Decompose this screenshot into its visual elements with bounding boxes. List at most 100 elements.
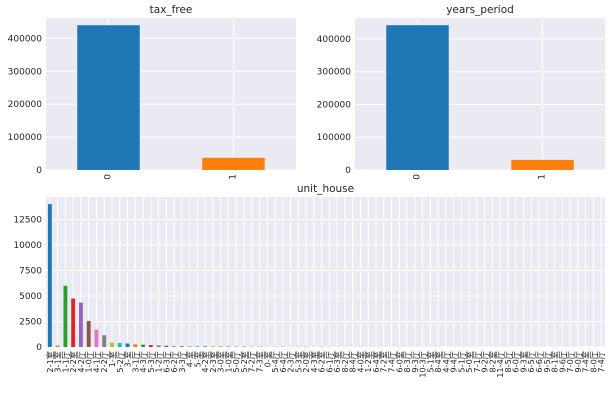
unit-house-x-tick-label: 5-0室	[464, 351, 474, 373]
unit-house-x-tick-label: 5-2室	[239, 351, 249, 373]
unit-house-x-tick-label: 10-3厅	[418, 351, 428, 378]
years-period-x-tick-label: 1	[538, 174, 548, 180]
unit-house-x-tick-label: 5-1厅	[456, 351, 466, 373]
tax-free-y-tick-label: 200000	[8, 100, 43, 110]
unit-house-x-tick-label: 9-3厅	[410, 351, 420, 373]
tax-free-y-tick-label: 400000	[8, 34, 43, 44]
unit-house-x-tick-label: 7-1厅	[472, 351, 482, 373]
unit-house-y-tick-label: 2500	[19, 317, 42, 327]
unit-house-x-tick-label: 1-2室	[363, 351, 373, 373]
unit-house-bar	[156, 345, 161, 347]
unit-house-x-tick-label: 5-3室	[293, 351, 303, 373]
tax-free-x-tick-label: 1	[229, 174, 239, 180]
years-period-title: years_period	[446, 4, 514, 16]
unit-house-x-tick-label: 6-4厅	[278, 351, 288, 373]
unit-house-x-tick-label: 9-3室	[518, 351, 528, 373]
unit-house-plot-area	[46, 197, 605, 347]
unit-house-x-tick-label: 2-3室	[208, 351, 218, 373]
unit-house-x-tick-label: 0-室	[262, 351, 272, 367]
unit-house-x-tick-label: 2-2厅	[99, 351, 109, 373]
unit-house-x-tick-label: 5-室	[192, 351, 202, 367]
unit-house-x-tick-label: 6-6厅	[534, 351, 544, 373]
unit-house-bar	[102, 335, 107, 347]
unit-house-chart: 025005000750010000125002-1室3-1室1-1厅2-2室4…	[13, 183, 606, 378]
unit-house-x-tick-label: 2-1室	[45, 351, 55, 373]
unit-house-bar	[133, 344, 138, 347]
unit-house-bar	[148, 345, 153, 347]
unit-house-x-tick-label: 6-3室	[332, 351, 342, 373]
unit-house-bar	[203, 346, 208, 347]
unit-house-bar	[55, 345, 60, 347]
unit-house-x-tick-label: 4-1厅	[91, 351, 101, 373]
unit-house-x-tick-label: 7-0厅	[565, 351, 575, 373]
unit-house-title: unit_house	[297, 183, 354, 195]
unit-house-y-tick-label: 5000	[19, 292, 42, 302]
unit-house-bar	[218, 346, 223, 347]
years-period-chart: 0 100000 200000 300000 400000 0 1 years_period	[317, 4, 605, 180]
years-period-y-tick-label: 100000	[317, 133, 352, 143]
unit-house-x-tick-label: 5-0厅	[231, 351, 241, 373]
unit-house-bar	[86, 320, 91, 347]
unit-house-x-tick-label: 5-4厅	[270, 351, 280, 373]
unit-house-x-tick-label: 2-2室	[68, 351, 78, 373]
unit-house-x-tick-label: 8-2厅	[340, 351, 350, 373]
unit-house-x-tick-label: 4-2室	[200, 351, 210, 373]
unit-house-x-tick-label: 8-0厅	[588, 351, 598, 373]
unit-house-x-tick-label: 6-5厅	[526, 351, 536, 373]
unit-house-bar	[141, 344, 145, 347]
unit-house-x-tick-label: 9-0厅	[573, 351, 583, 373]
unit-house-x-tick-label: 4-4厅	[441, 351, 451, 373]
unit-house-bar	[63, 285, 68, 347]
unit-house-bar	[94, 329, 99, 347]
unit-house-x-tick-label: 6-1厅	[324, 351, 334, 373]
unit-house-x-tick-label: 8-4厅	[348, 351, 358, 373]
unit-house-x-tick-label: 6-3厅	[161, 351, 171, 373]
unit-house-bar	[47, 204, 52, 347]
years-period-y-tick-label: 300000	[317, 68, 352, 78]
unit-house-bar	[78, 302, 83, 347]
unit-house-x-tick-label: 3-0室	[216, 351, 226, 373]
tax-free-y-tick-label: 100000	[8, 133, 43, 143]
unit-house-x-tick-label: 2-0室	[301, 351, 311, 373]
unit-house-x-tick-label: 7-2厅	[247, 351, 257, 373]
unit-house-x-tick-label: 8-3厅	[402, 351, 412, 373]
unit-house-x-tick-label: 8-4室	[433, 351, 443, 373]
unit-house-x-tick-label: 7-4室	[581, 351, 591, 373]
unit-house-x-tick-label: 1-1厅	[60, 351, 70, 373]
unit-house-x-tick-label: 2-3厅	[286, 351, 296, 373]
unit-house-bar	[179, 346, 184, 347]
unit-house-x-tick-label: 6-0厅	[511, 351, 521, 373]
unit-house-y-tick-label: 0	[36, 343, 42, 353]
unit-house-x-tick-label: 3-1厅	[130, 351, 140, 373]
years-period-y-tick-label: 400000	[317, 35, 352, 45]
unit-house-x-tick-label: 1-0厅	[84, 351, 94, 373]
unit-house-x-tick-label: 3-3厅	[177, 351, 187, 373]
unit-house-bar	[195, 346, 200, 347]
unit-house-x-tick-label: 7-4厅	[596, 351, 606, 373]
unit-house-x-tick-label: 9-6厅	[557, 351, 567, 373]
tax-free-title: tax_free	[150, 4, 193, 16]
tax-free-bar	[77, 25, 140, 170]
years-period-x-tick-label: 0	[413, 174, 423, 180]
unit-house-bar	[164, 345, 169, 347]
unit-house-x-tick-label: 1-0室	[223, 351, 233, 373]
tax-free-y-tick-label: 0	[36, 166, 42, 176]
unit-house-x-tick-label: 8-5厅	[503, 351, 513, 373]
unit-house-x-tick-label: 8-1室	[550, 351, 560, 373]
years-period-bar	[511, 159, 574, 170]
unit-house-bar	[210, 346, 215, 347]
years-period-bar	[386, 25, 449, 171]
unit-house-x-tick-label: 5-3厅	[146, 351, 156, 373]
unit-house-x-tick-label: 4-2厅	[76, 351, 86, 373]
unit-house-x-tick-label: 4-室	[185, 351, 195, 367]
unit-house-x-tick-label: 3-1室	[53, 351, 63, 373]
unit-house-x-tick-label: 5-2厅	[115, 351, 125, 373]
unit-house-x-tick-label: 4-3厅	[138, 351, 148, 373]
unit-house-x-tick-label: 7-2室	[379, 351, 389, 373]
tax-free-bar	[202, 157, 265, 170]
unit-house-x-tick-label: 4-0室	[355, 351, 365, 373]
unit-house-x-tick-label: 9-4厅	[449, 351, 459, 373]
unit-house-bar	[110, 342, 114, 347]
unit-house-bar	[187, 346, 192, 347]
